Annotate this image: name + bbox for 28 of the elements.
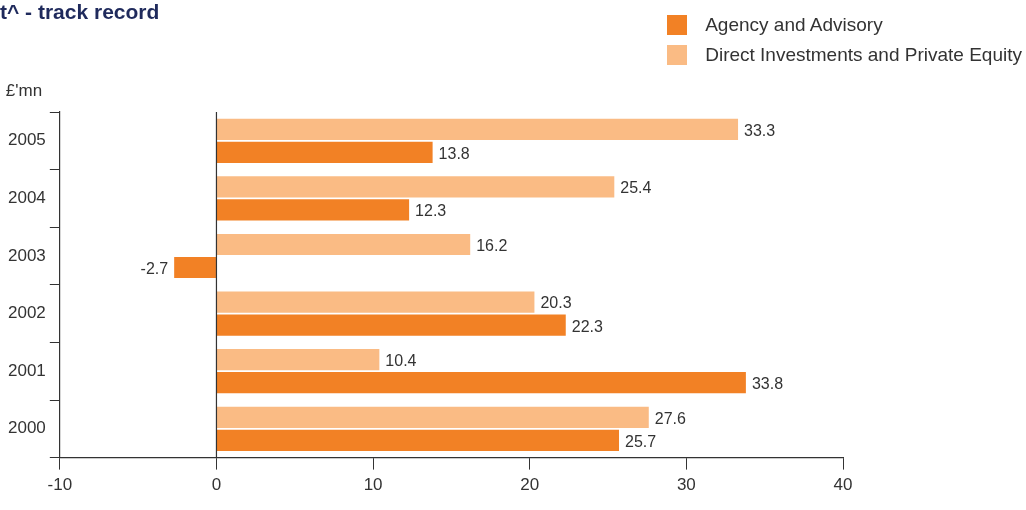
y-tick-label: 2002 <box>7 303 46 323</box>
x-tick-label: 30 <box>676 475 696 495</box>
legend-label: Direct Investments and Private Equity <box>705 44 1022 66</box>
y-tick-label: 2000 <box>7 418 46 438</box>
y-tick-label: 2004 <box>7 188 46 208</box>
data-label: 13.8 <box>438 144 470 162</box>
chart-title: t^ - track record <box>0 0 160 24</box>
x-tick-label: 0 <box>211 475 222 495</box>
data-label: 25.7 <box>625 432 657 450</box>
data-label: 10.4 <box>385 352 417 370</box>
data-label: 27.6 <box>654 409 687 427</box>
data-label: 33.8 <box>751 375 784 393</box>
x-tick-label: 10 <box>363 475 383 495</box>
data-label: 12.3 <box>415 202 447 220</box>
data-label: 33.3 <box>744 121 776 139</box>
x-tick-label: 20 <box>520 475 540 495</box>
legend-label: Agency and Advisory <box>705 14 883 36</box>
x-tick-label: 40 <box>833 475 853 495</box>
x-tick-label: -10 <box>47 475 73 495</box>
data-label: 20.3 <box>540 294 572 312</box>
data-label: 25.4 <box>620 179 652 197</box>
y-tick-label: 2001 <box>7 360 46 380</box>
data-label: 16.2 <box>476 236 508 254</box>
y-tick-label: 2005 <box>7 130 46 150</box>
y-axis-title: £'mn <box>5 81 43 101</box>
y-tick-label: 2003 <box>7 245 46 265</box>
data-label: 22.3 <box>571 317 603 335</box>
data-label: -2.7 <box>140 259 169 277</box>
